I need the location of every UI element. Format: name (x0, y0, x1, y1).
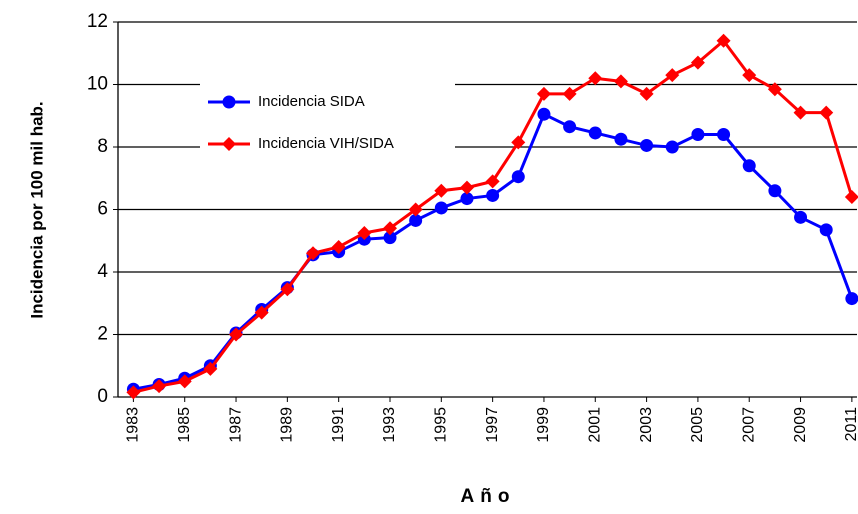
legend-box (200, 82, 455, 162)
x-tick-label: 1983 (125, 407, 142, 443)
marker (460, 192, 474, 206)
marker (768, 184, 782, 198)
marker (306, 246, 321, 261)
marker (665, 68, 680, 83)
x-tick-label: 2009 (792, 407, 809, 443)
marker (203, 361, 218, 376)
legend-label: Incidencia VIH/SIDA (258, 135, 394, 152)
x-tick-label: 2007 (740, 407, 757, 443)
marker (691, 128, 705, 141)
marker (690, 55, 705, 70)
marker (640, 138, 654, 152)
y-tick-label: 10 (87, 74, 108, 95)
x-tick-label: 2003 (638, 407, 655, 443)
marker (614, 132, 628, 146)
marker (562, 86, 577, 101)
x-tick-label: 1987 (227, 407, 244, 443)
marker (742, 68, 757, 83)
marker (794, 210, 808, 224)
marker (588, 71, 603, 86)
legend-marker (222, 137, 236, 151)
marker (716, 33, 731, 48)
y-tick-label: 6 (97, 199, 108, 220)
marker (588, 126, 602, 140)
x-tick-label: 2011 (843, 407, 858, 442)
marker (357, 225, 372, 240)
x-axis-label: Año (461, 486, 516, 507)
marker (767, 82, 782, 97)
marker (434, 183, 449, 198)
marker (126, 385, 141, 400)
marker (254, 305, 269, 320)
marker (819, 105, 834, 120)
y-axis-label: Incidencia por 100 mil hab. (27, 101, 46, 318)
marker (331, 240, 346, 254)
marker (844, 190, 858, 204)
x-tick-label: 1999 (535, 407, 552, 443)
marker (382, 221, 397, 236)
marker (613, 74, 628, 89)
marker (511, 170, 525, 184)
x-tick-label: 1997 (484, 407, 501, 443)
marker (280, 282, 295, 297)
marker (177, 374, 192, 389)
x-tick-label: 2005 (689, 407, 706, 443)
y-tick-label: 4 (97, 261, 108, 282)
marker (639, 86, 654, 101)
x-tick-label: 1995 (433, 407, 450, 443)
marker (665, 140, 679, 154)
x-tick-label: 1993 (381, 407, 398, 443)
marker (408, 202, 423, 217)
series (126, 33, 858, 400)
x-tick-label: 2001 (586, 407, 603, 443)
x-tick-label: 1991 (330, 407, 347, 443)
marker (717, 128, 731, 141)
marker (742, 159, 756, 173)
marker (459, 180, 474, 195)
y-tick-label: 12 (87, 11, 108, 32)
x-tick-label: 1985 (176, 407, 193, 443)
x-tick-label: 1989 (279, 407, 296, 443)
marker (537, 107, 551, 121)
marker (152, 379, 167, 394)
marker (409, 213, 423, 227)
marker (485, 174, 500, 189)
legend-marker (222, 95, 236, 109)
marker (793, 105, 808, 120)
marker (511, 135, 526, 150)
y-tick-label: 8 (97, 136, 108, 157)
marker (383, 231, 397, 245)
legend: Incidencia SIDA Incidencia VIH/SIDA (200, 82, 455, 162)
marker (434, 201, 448, 215)
marker (486, 188, 500, 202)
marker (845, 292, 858, 306)
y-tick-label: 0 (97, 386, 108, 407)
marker (563, 120, 577, 134)
marker (819, 223, 833, 237)
marker (229, 327, 244, 342)
marker (536, 86, 551, 101)
y-tick-label: 2 (97, 324, 108, 345)
legend-label: Incidencia SIDA (258, 93, 365, 110)
